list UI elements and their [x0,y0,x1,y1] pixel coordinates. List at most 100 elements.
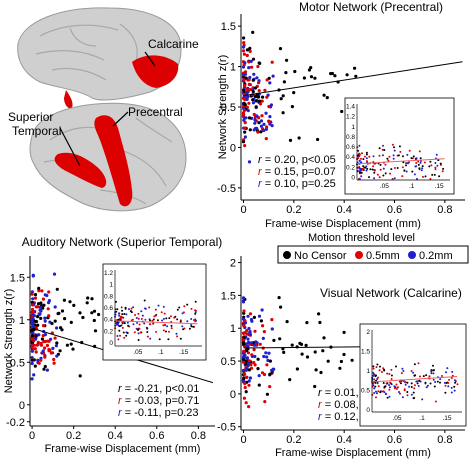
data-point [270,60,274,64]
inset-data-point [170,324,173,327]
inset-data-point [424,381,427,384]
inset-data-point [401,175,404,178]
data-point [30,328,34,332]
data-point [30,318,34,322]
inset-data-point [433,369,435,372]
data-point [256,64,260,69]
data-point [43,319,47,323]
inset-data-point [421,398,424,401]
inset-data-point [395,383,398,386]
inset-data-point [415,165,418,168]
x-tick-label: 0.2 [286,434,301,446]
inset-data-point [182,328,185,331]
data-point [242,36,246,40]
data-point [86,296,90,300]
inset-data-point [393,146,395,149]
data-point [266,358,270,363]
inset-data-point [378,176,381,179]
inset-data-point [116,308,119,311]
data-point [243,121,247,125]
y-tick-label: 1 [230,323,236,335]
inset-data-point [453,385,456,388]
inset-data-point [126,321,129,324]
inset-points [371,362,459,403]
data-point [265,363,269,367]
data-point [241,72,246,76]
data-point [51,346,55,350]
inset-data-point [183,305,186,308]
data-point [40,337,45,341]
inset-data-point [430,164,433,167]
x-tick-label: 0.8 [437,434,452,446]
inset-data-point [456,383,459,386]
data-point [255,126,259,130]
inset-data-point [152,322,155,325]
inset-data-point [410,370,413,372]
data-point [268,115,272,119]
data-point [248,75,252,80]
inset-data-point [401,367,404,370]
inset-data-point [408,385,411,388]
data-point [33,293,38,297]
inset-fit-line [371,375,458,383]
inset-data-point [358,167,361,170]
x-tick-label: 0.4 [108,430,123,442]
inset-data-point [176,318,179,321]
data-point [281,94,285,98]
inset-data-point [448,378,451,381]
inset-data-point [399,392,401,395]
data-point [31,324,35,328]
data-point [282,80,286,84]
data-point [39,301,43,305]
inset-data-point [416,178,418,180]
inset-data-point [411,170,414,173]
brain-label-precentral: Precentral [128,105,183,119]
brain-panel: Calcarine Superior Temporal Precentral [8,7,199,212]
inset-data-point [392,157,395,160]
inset-data-point [435,153,438,156]
precentral-region [94,115,133,207]
inset-data-point [373,392,376,394]
data-point [342,330,346,334]
inset-data-point [434,166,437,169]
inset-data-point [173,316,176,319]
data-point [55,354,59,358]
data-point [243,385,247,390]
inset-data-point [131,318,134,321]
data-point [245,48,249,52]
data-point [47,314,51,318]
data-point [36,302,41,306]
inset-data-point [406,391,409,393]
inset-data-point [361,168,364,171]
inset-data-point [428,375,431,378]
data-point [253,121,257,125]
data-point [241,140,246,144]
data-point [264,137,268,141]
inset-data-point [162,317,165,320]
data-point [242,342,246,346]
data-point [53,336,57,340]
inset-data-point [391,143,394,146]
y-tick-label: 1 [230,62,236,74]
data-point [257,374,261,378]
y-tick-label: 1.5 [221,21,236,33]
data-point [255,114,259,118]
inset-data-point [434,162,437,164]
data-point [267,76,271,80]
stat-line: r = 0.10, p=0.25 [258,178,336,190]
inset-y-tick-label: 0 [351,174,355,181]
data-point [68,300,72,304]
data-point [48,348,52,352]
data-point [45,343,50,348]
inset-x-tick-label: .15 [442,415,451,422]
data-point [30,344,34,348]
inset-data-point [388,388,391,391]
inset-data-point [135,317,138,319]
data-point [253,329,257,333]
inset-data-point [373,378,376,381]
auditory-network-chart: 0 0.2 0.4 0.6 0.8 -0.2 0 0.5 1 1.5 Auditory Networ… [3,235,222,455]
inset-data-point [406,394,409,397]
inset-data-point [123,313,126,315]
data-point [251,78,255,82]
data-point [254,99,258,103]
